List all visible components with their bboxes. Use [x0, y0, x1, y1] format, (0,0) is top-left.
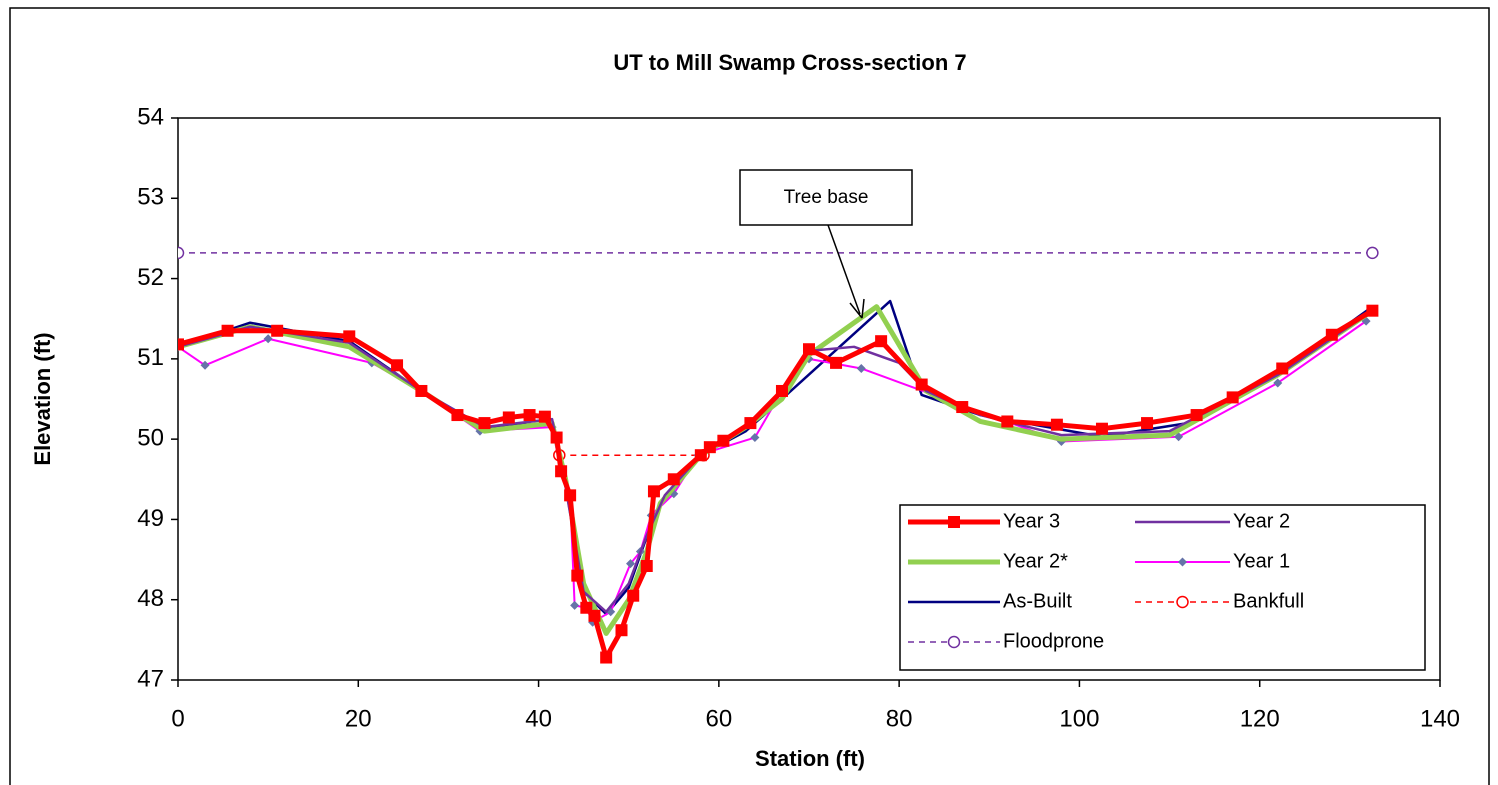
- point: [600, 651, 613, 664]
- plot-area: [177, 117, 1441, 681]
- annotation-box: [739, 169, 913, 226]
- x-tick-label: 100: [1059, 705, 1099, 732]
- point: [1095, 422, 1108, 435]
- point: [626, 559, 636, 569]
- y-axis-label: Elevation (ft): [30, 332, 55, 465]
- point: [750, 433, 760, 443]
- point: [271, 324, 284, 337]
- series: [553, 448, 710, 462]
- point: [263, 334, 273, 344]
- point: [555, 465, 568, 478]
- legend-box: [899, 504, 1426, 671]
- point: [1141, 417, 1154, 430]
- point: [571, 569, 584, 582]
- point: [717, 434, 730, 447]
- series: [178, 246, 1379, 260]
- annotation-text: Tree base: [784, 187, 869, 208]
- legend: Year 3 Year 2 Year 2* Year 1 As-Built Bankful…: [899, 504, 1426, 671]
- point: [694, 449, 707, 462]
- point: [915, 378, 928, 391]
- point: [615, 624, 628, 637]
- point: [523, 409, 536, 422]
- point: [538, 410, 551, 423]
- y-tick-label: 47: [137, 665, 164, 692]
- point: [956, 401, 969, 414]
- point: [1276, 362, 1289, 375]
- legend-label: Bankfull: [1233, 590, 1304, 612]
- series: [178, 304, 1379, 664]
- chart-title: UT to Mill Swamp Cross-section 7: [613, 50, 966, 75]
- point: [550, 431, 563, 444]
- point: [178, 246, 185, 260]
- x-tick-label: 60: [706, 705, 733, 732]
- legend-marker: [1178, 557, 1187, 567]
- point: [647, 485, 660, 498]
- point: [178, 338, 184, 351]
- legend-marker: [1176, 595, 1189, 609]
- legend-label: Floodprone: [1003, 630, 1104, 652]
- legend-label: Year 2: [1233, 510, 1290, 532]
- point: [627, 589, 640, 602]
- y-tick-label: 48: [137, 585, 164, 612]
- y-tick-label: 52: [137, 264, 164, 291]
- x-tick-label: 20: [345, 705, 372, 732]
- point: [502, 411, 515, 424]
- point: [1001, 415, 1014, 428]
- annotation-arrowhead: [849, 298, 865, 319]
- y-tick-label: 51: [137, 344, 164, 371]
- point: [1366, 304, 1379, 317]
- point: [391, 359, 404, 372]
- y-tick-label: 49: [137, 505, 164, 532]
- x-tick-label: 0: [171, 705, 184, 732]
- point: [803, 343, 815, 356]
- annotation-arrow: [827, 224, 861, 315]
- point: [415, 384, 428, 397]
- x-axis-label: Station (ft): [755, 746, 865, 771]
- point: [564, 489, 577, 502]
- point: [1226, 391, 1239, 404]
- point: [343, 330, 356, 343]
- point: [875, 335, 888, 348]
- point: [667, 473, 680, 486]
- x-tick-label: 80: [886, 705, 913, 732]
- point: [478, 417, 491, 430]
- point: [703, 441, 716, 454]
- point: [775, 384, 788, 397]
- legend-label: Year 2*: [1003, 550, 1068, 572]
- point: [1273, 378, 1283, 388]
- point: [1050, 418, 1063, 431]
- x-tick-label: 40: [525, 705, 552, 732]
- point: [856, 363, 866, 373]
- point: [830, 356, 843, 369]
- legend-label: Year 3: [1003, 510, 1060, 532]
- point: [570, 600, 580, 610]
- point: [1190, 409, 1203, 422]
- y-tick-label: 54: [137, 103, 164, 130]
- point: [451, 409, 464, 422]
- y-tick-label: 53: [137, 184, 164, 211]
- point: [640, 559, 653, 572]
- legend-marker: [948, 516, 960, 528]
- x-tick-label: 140: [1420, 705, 1460, 732]
- legend-label: Year 1: [1233, 550, 1290, 572]
- y-tick-label: 50: [137, 424, 164, 451]
- legend-marker: [947, 635, 961, 649]
- chart-frame: [9, 7, 1490, 785]
- point: [588, 609, 601, 622]
- point: [221, 324, 234, 337]
- point: [1325, 328, 1338, 341]
- legend-label: As-Built: [1003, 590, 1072, 612]
- x-tick-label: 120: [1240, 705, 1280, 732]
- point: [200, 360, 210, 370]
- point: [1366, 246, 1379, 260]
- point: [1174, 432, 1184, 442]
- point: [744, 417, 757, 430]
